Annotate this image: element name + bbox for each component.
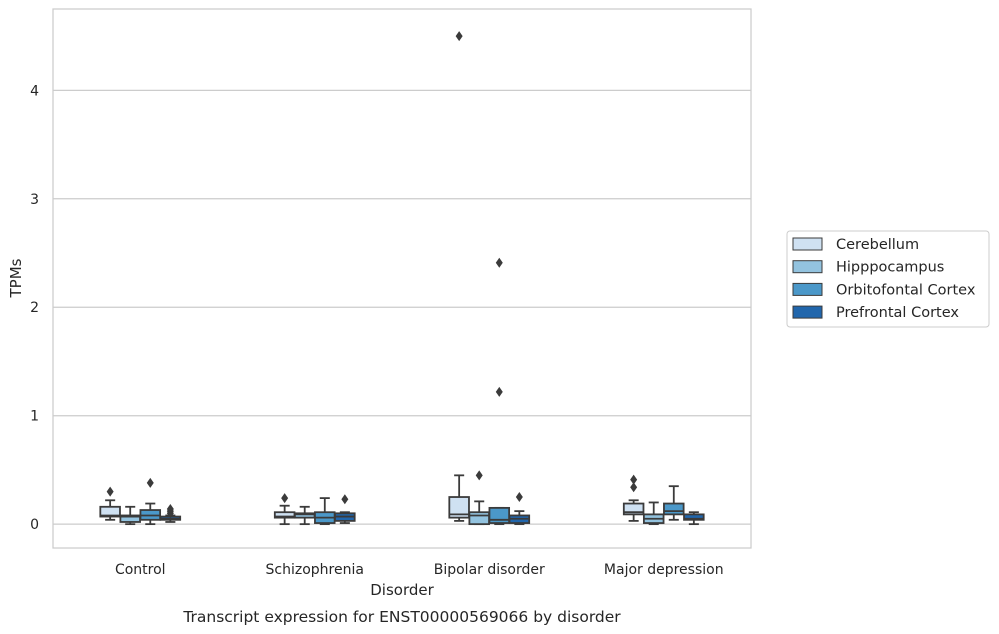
legend: Cerebellum Hipppocampus Orbitofontal Corte…	[786, 230, 990, 328]
y-tick-label: 2	[30, 300, 39, 316]
outlier-marker	[475, 470, 483, 481]
box	[448, 496, 470, 519]
box-series-layer	[99, 31, 705, 526]
y-tick-labels: 0 1 2 3 4	[30, 83, 39, 533]
box	[683, 513, 705, 521]
outlier-marker	[515, 492, 523, 503]
legend-label: Hipppocampus	[836, 260, 944, 276]
outlier-marker	[455, 31, 463, 42]
x-tick-label: Bipolar disorder	[434, 562, 545, 578]
series-cerebellum	[99, 31, 645, 526]
legend-swatch	[792, 282, 823, 296]
outlier-marker	[281, 493, 289, 504]
box	[468, 511, 490, 526]
legend-label: Orbitofontal Cortex	[836, 282, 976, 298]
outlier-marker	[341, 494, 349, 505]
series-orbitofontal-cortex	[139, 257, 685, 526]
x-axis-label: Disorder	[370, 581, 434, 599]
outlier-marker	[630, 474, 638, 485]
x-tick-label: Major depression	[604, 562, 724, 578]
outlier-marker	[166, 503, 174, 514]
y-axis-label: TPMs	[7, 258, 25, 298]
box	[488, 506, 511, 524]
plot-area-frame	[52, 8, 752, 549]
legend-swatch	[792, 305, 823, 319]
y-tick-label: 3	[30, 192, 39, 208]
y-tick-label: 0	[30, 517, 39, 533]
outlier-marker	[630, 482, 638, 493]
outlier-marker	[106, 486, 114, 497]
legend-label: Cerebellum	[836, 237, 919, 253]
legend-swatch	[792, 237, 823, 251]
box	[663, 502, 685, 516]
box	[99, 505, 121, 518]
legend-items: Cerebellum Hipppocampus Orbitofontal Corte…	[792, 237, 976, 321]
x-tick-label: Control	[115, 562, 166, 578]
series-prefrontal-cortex	[159, 492, 705, 526]
y-tick-label: 4	[30, 83, 39, 99]
legend-label: Prefrontal Cortex	[836, 305, 959, 321]
grid-lines	[53, 89, 751, 525]
chart-caption: Transcript expression for ENST0000056906…	[182, 608, 621, 626]
x-tick-labels: Control Schizophrenia Bipolar disorder Majo…	[115, 562, 724, 578]
legend-frame	[786, 230, 990, 328]
outlier-marker	[495, 386, 503, 397]
outlier-marker	[146, 477, 154, 488]
y-tick-label: 1	[30, 409, 39, 425]
legend-swatch	[792, 260, 823, 274]
series-hipppocampus	[119, 470, 665, 526]
outlier-marker	[495, 257, 503, 268]
x-tick-label: Schizophrenia	[266, 562, 364, 578]
box	[622, 502, 645, 516]
